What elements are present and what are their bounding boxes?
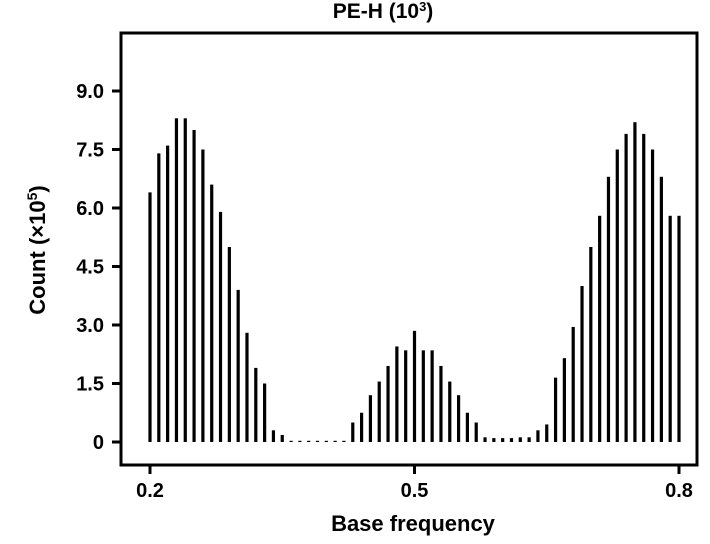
bar — [501, 438, 505, 442]
bar — [642, 133, 646, 442]
bar — [615, 149, 619, 442]
bar — [377, 381, 381, 442]
bar — [192, 130, 196, 442]
plot-frame — [119, 31, 699, 467]
chart-title: PE-H (103) — [333, 0, 434, 23]
y-tick-label: 9.0 — [76, 81, 104, 103]
bar — [668, 215, 672, 442]
bar — [166, 145, 170, 442]
y-axis: 0 1.5 3.0 4.5 6.0 7.5 9.0 — [76, 81, 121, 454]
x-axis-label: Base frequency — [331, 511, 496, 536]
bar — [412, 330, 417, 442]
bar — [650, 149, 655, 442]
bar — [474, 422, 478, 442]
bar — [201, 149, 205, 442]
bar — [157, 153, 161, 442]
bar — [368, 395, 373, 442]
x-tick-label: 0.8 — [665, 480, 693, 502]
bar — [492, 438, 496, 442]
y-tick-label: 7.5 — [76, 140, 104, 162]
bar — [324, 440, 328, 442]
bar — [430, 350, 434, 442]
bar — [351, 422, 355, 442]
bar — [677, 215, 681, 442]
bar — [624, 133, 628, 442]
bar — [562, 358, 566, 442]
bar — [545, 424, 549, 442]
bar — [271, 430, 276, 442]
bar — [236, 289, 240, 442]
bar — [448, 381, 452, 442]
bar — [518, 437, 522, 442]
bar — [580, 286, 584, 442]
y-tick-label: 4.5 — [76, 257, 104, 279]
bar — [536, 430, 540, 442]
bar — [589, 247, 593, 442]
bar — [483, 437, 487, 442]
bar — [307, 440, 311, 442]
bar — [210, 184, 214, 442]
x-tick-label: 0.2 — [136, 480, 164, 502]
bars — [148, 118, 681, 443]
y-tick-label: 3.0 — [76, 315, 104, 337]
bar — [218, 211, 223, 442]
bar — [509, 438, 514, 442]
x-axis: 0.2 0.5 0.8 — [136, 465, 693, 502]
bar — [245, 332, 249, 442]
bar — [598, 215, 602, 442]
y-tick-label: 0 — [93, 432, 104, 454]
bar — [465, 412, 469, 442]
y-tick-label: 1.5 — [76, 374, 104, 396]
bar — [404, 350, 408, 442]
bar — [659, 176, 663, 443]
bar — [333, 440, 337, 442]
bar — [298, 440, 302, 442]
bar — [254, 367, 258, 442]
y-tick-label: 6.0 — [76, 198, 104, 220]
bar — [633, 122, 637, 442]
x-tick-label: 0.5 — [401, 480, 429, 502]
bar — [315, 440, 320, 442]
bar — [227, 247, 231, 442]
bar — [439, 365, 443, 442]
bar — [386, 365, 390, 442]
bar — [571, 326, 575, 442]
bar — [174, 118, 179, 443]
bar — [395, 346, 399, 442]
bar — [148, 192, 152, 442]
bar — [289, 440, 293, 442]
bar — [280, 434, 284, 442]
bar — [342, 440, 346, 442]
bar — [263, 383, 267, 442]
bar — [360, 412, 364, 442]
bar — [456, 395, 461, 442]
bar — [183, 118, 187, 443]
bar — [553, 377, 558, 442]
bar — [606, 176, 611, 443]
y-axis-label: Count (×105) — [24, 185, 50, 314]
bar — [527, 437, 531, 442]
bar — [421, 350, 425, 442]
